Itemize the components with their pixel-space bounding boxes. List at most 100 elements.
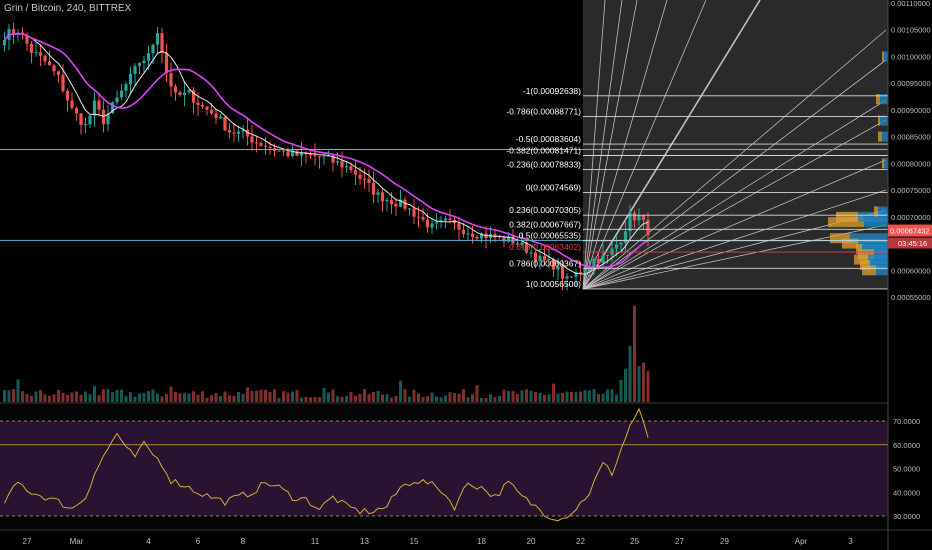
- candle-body: [254, 142, 259, 144]
- time-axis[interactable]: 27 Mar 4 6 8 11 13 15 18 20 22 25 27 29 Apr 3: [0, 529, 932, 546]
- volume-bar: [282, 391, 285, 402]
- volume-profile-bar-sell: [842, 238, 858, 249]
- candle-body: [119, 90, 124, 98]
- price-tick-label: 0.00105000: [891, 26, 931, 35]
- candle-body: [479, 233, 484, 239]
- volume-profile-bar-sell: [836, 211, 858, 222]
- volume-bar: [34, 391, 38, 402]
- rsi-pane: [0, 402, 932, 530]
- candle-body: [79, 113, 83, 125]
- time-tick-label: 20: [527, 537, 536, 546]
- rsi-band: [0, 421, 888, 516]
- candle-body: [493, 234, 497, 238]
- candle-body: [137, 63, 142, 66]
- candle-body: [196, 102, 200, 105]
- candle-body: [124, 84, 128, 91]
- candle-body: [52, 65, 56, 72]
- volume-bar: [354, 395, 357, 402]
- volume-bar: [93, 386, 96, 402]
- candle-body: [11, 29, 16, 34]
- candle-body: [106, 113, 110, 125]
- candle-body: [596, 258, 601, 263]
- candle-body: [641, 215, 646, 220]
- volume-bar: [21, 391, 24, 402]
- volume-bar: [502, 389, 506, 402]
- volume-bar: [142, 392, 146, 402]
- candle-body: [209, 109, 214, 114]
- candle-body: [43, 55, 47, 62]
- time-tick-label: 29: [720, 537, 729, 546]
- fib-retracement[interactable]: -1(0.00092638) -0.786(0.00088771) -0.5(0.0…: [0, 86, 888, 290]
- volume-bar: [345, 396, 348, 402]
- candle-body: [524, 242, 529, 253]
- volume-profile-bar-sell: [878, 131, 882, 142]
- candle-body: [133, 65, 137, 74]
- candle-body: [191, 90, 196, 103]
- price-tick-label: 0.00095000: [891, 79, 931, 88]
- time-tick-label: 22: [576, 537, 585, 546]
- candle-body: [70, 100, 74, 108]
- time-tick-label: 15: [410, 537, 419, 546]
- volume-bar: [120, 389, 123, 402]
- candle-body: [340, 161, 344, 168]
- candle-body: [88, 115, 92, 125]
- candle-body: [560, 266, 565, 279]
- volume-bar: [376, 391, 380, 402]
- volume-bar: [3, 390, 6, 402]
- volume-bar: [336, 396, 339, 402]
- volume-bar: [412, 389, 416, 402]
- price-tick-label: 0.00070000: [891, 213, 931, 222]
- volume-bar: [484, 397, 488, 402]
- volume-bar: [448, 392, 452, 402]
- volume-bar: [286, 392, 290, 402]
- candle-body: [218, 116, 223, 119]
- volume-bar: [88, 394, 92, 402]
- volume-bar: [48, 395, 51, 402]
- fib-level-label: 0.618(0.00063402): [509, 242, 581, 252]
- candle-body: [160, 33, 164, 54]
- volume-bar: [183, 392, 186, 402]
- fib-level-label: -0.786(0.00088771): [506, 106, 581, 116]
- candle-body: [515, 243, 520, 245]
- candle-body: [358, 174, 362, 179]
- candle-body: [565, 276, 569, 279]
- candle-body: [371, 182, 376, 195]
- volume-bar: [201, 391, 204, 402]
- volume-profile-bar-buy: [884, 51, 888, 62]
- candle-body: [281, 150, 286, 152]
- volume-bar: [489, 394, 492, 402]
- volume-bars: [3, 306, 650, 402]
- volume-bar: [246, 387, 249, 402]
- volume-profile-bar-sell: [856, 243, 862, 254]
- volume-profile-bar-buy: [850, 233, 888, 244]
- volume-profile-bar-sell: [860, 259, 870, 270]
- candle-body: [614, 244, 619, 249]
- candle-body: [551, 259, 556, 270]
- candle-body: [470, 233, 475, 237]
- candle-body: [475, 236, 479, 239]
- candle-body: [245, 129, 250, 137]
- volume-bar: [309, 397, 312, 402]
- volume-bar: [129, 392, 132, 402]
- volume-profile-bar-buy: [880, 94, 888, 105]
- volume-bar: [16, 379, 20, 402]
- price-axis[interactable]: 0.00110000 0.00105000 0.00100000 0.00095000…: [887, 0, 932, 550]
- candle-body: [317, 156, 322, 158]
- candle-body: [110, 102, 115, 114]
- candle-body: [407, 208, 412, 210]
- time-tick-label: 18: [477, 537, 486, 546]
- volume-bar: [111, 392, 114, 402]
- volume-bar: [259, 389, 263, 402]
- volume-bar: [300, 397, 303, 402]
- volume-profile-bar-buy: [862, 243, 888, 254]
- volume-bar: [399, 380, 402, 402]
- candle-body: [619, 242, 623, 245]
- fan-ray: [582, 119, 887, 290]
- volume-bar: [102, 389, 105, 402]
- volume-bar: [187, 393, 191, 402]
- volume-bar: [241, 394, 245, 402]
- candle-body: [61, 74, 65, 92]
- volume-bar: [642, 362, 645, 402]
- candle-body: [34, 52, 38, 54]
